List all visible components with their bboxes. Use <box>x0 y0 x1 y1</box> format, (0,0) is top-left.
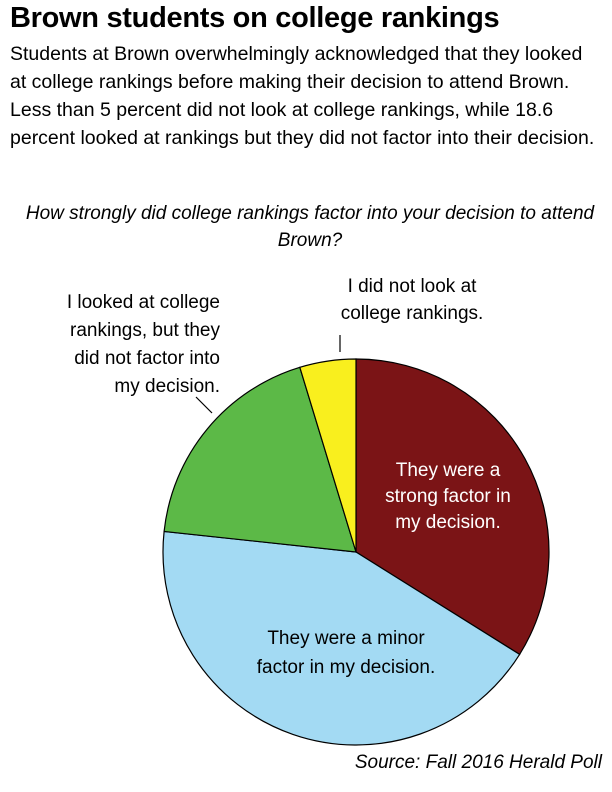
slice-labels: They were a strong factor in my decision.T… <box>67 276 511 678</box>
pie-slice-not-look <box>299 358 357 553</box>
survey-question: How strongly did college rankings factor… <box>25 203 595 251</box>
slice-label-line: strong factor in <box>385 486 511 507</box>
slice-label-line: They were a <box>396 460 501 481</box>
slice-label-line: my decision. <box>114 376 220 397</box>
slice-label-line: my decision. <box>395 512 501 533</box>
slice-label-minor: They were a minor factor in my decision. <box>257 628 435 678</box>
slice-label-line: rankings, but they <box>70 320 220 341</box>
slice-label-not-factor: I looked at college rankings, but they did… <box>67 292 221 397</box>
pie-slice-minor <box>162 530 521 746</box>
slice-label-line: did not factor into <box>74 348 220 369</box>
pie-slice-strong <box>355 358 550 656</box>
slice-label-line: factor in my decision. <box>257 657 435 678</box>
slice-label-line: I looked at college <box>67 292 220 313</box>
leader-line-not-factor <box>195 396 213 414</box>
chart-source: Source: Fall 2016 Herald Poll <box>354 752 602 773</box>
slice-label-strong: They were a strong factor in my decision. <box>385 460 511 533</box>
slice-label-line: They were a minor <box>267 628 425 649</box>
chart-subtitle: Students at Brown overwhelmingly acknowl… <box>10 43 595 149</box>
chart-title: Brown students on college rankings <box>10 2 500 34</box>
pie-slice-not-factor <box>163 366 357 553</box>
pie-slices <box>162 358 550 746</box>
leader-lines <box>195 335 341 414</box>
slice-label-not-look: I did not look at college rankings. <box>341 276 484 324</box>
slice-label-line: I did not look at <box>348 276 478 297</box>
slice-label-line: college rankings. <box>341 303 484 324</box>
